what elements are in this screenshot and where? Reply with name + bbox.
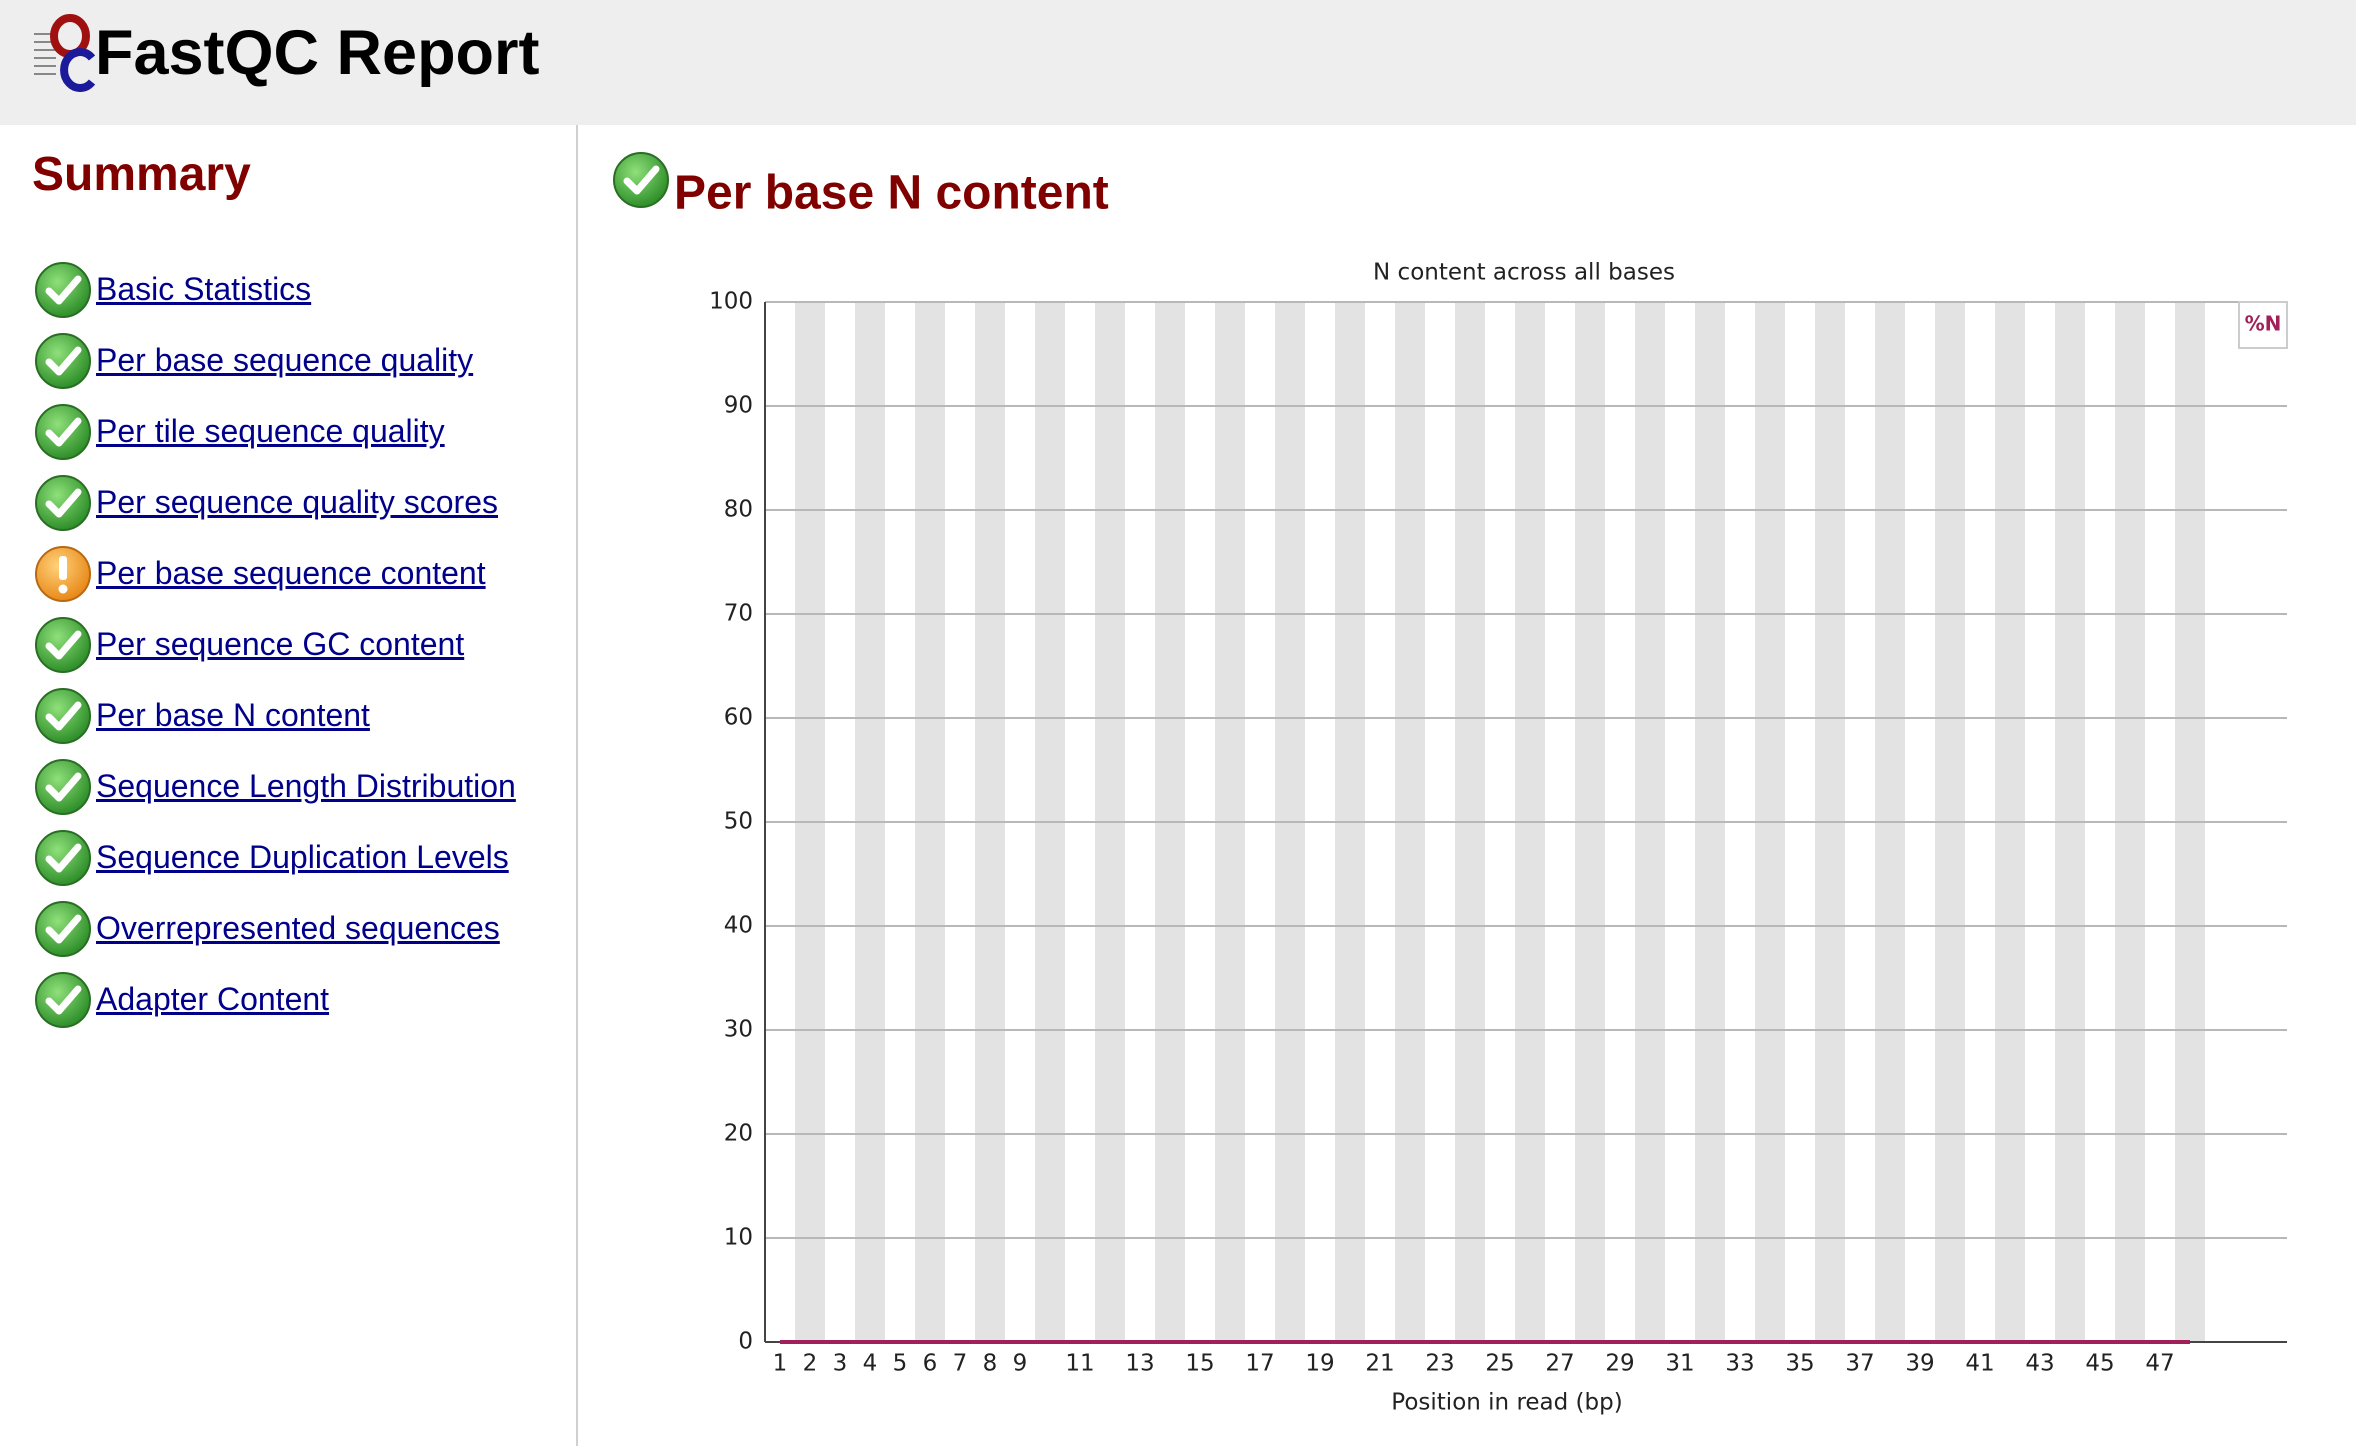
x-tick-label: 33 <box>1725 1351 1754 1377</box>
module-link[interactable]: Per base sequence quality <box>96 342 474 378</box>
summary-item: Adapter Content <box>34 964 516 1035</box>
report-title: FastQC Report <box>95 18 540 88</box>
x-tick-label: 21 <box>1365 1351 1394 1377</box>
y-tick-label: 30 <box>724 1017 753 1043</box>
logo <box>34 14 96 92</box>
y-tick-label: 70 <box>724 601 753 627</box>
header: FastQC Report <box>0 0 2356 125</box>
x-tick-label: 47 <box>2145 1351 2174 1377</box>
module-link[interactable]: Per base N content <box>96 697 370 733</box>
summary-item: Sequence Length Distribution <box>34 751 516 822</box>
x-tick-label: 43 <box>2025 1351 2054 1377</box>
x-tick-label: 31 <box>1665 1351 1694 1377</box>
y-tick-label: 40 <box>724 913 753 939</box>
x-tick-label: 5 <box>893 1351 908 1377</box>
module-link[interactable]: Adapter Content <box>96 981 330 1017</box>
summary-panel: Summary Basic Statistics Per base sequen… <box>0 125 578 1446</box>
x-tick-label: 39 <box>1905 1351 1934 1377</box>
summary-item: Sequence Duplication Levels <box>34 822 516 893</box>
y-tick-label: 100 <box>709 289 753 315</box>
x-tick-label: 9 <box>1013 1351 1028 1377</box>
section-title: Per base N content <box>674 167 1109 220</box>
summary-item: Per sequence quality scores <box>34 467 516 538</box>
y-tick-label: 60 <box>724 705 753 731</box>
x-tick-label: 27 <box>1545 1351 1574 1377</box>
y-tick-label: 50 <box>724 809 753 835</box>
summary-item: Per tile sequence quality <box>34 396 516 467</box>
legend-label: %N <box>2245 312 2282 336</box>
summary-item: Overrepresented sequences <box>34 893 516 964</box>
y-tick-label: 90 <box>724 393 753 419</box>
module-link[interactable]: Per sequence GC content <box>96 626 465 662</box>
x-tick-label: 19 <box>1305 1351 1334 1377</box>
module-link[interactable]: Overrepresented sequences <box>96 910 500 946</box>
x-axis-label: Position in read (bp) <box>1391 1390 1622 1416</box>
summary-list: Basic Statistics Per base sequence quali… <box>34 254 516 1035</box>
pass-icon <box>614 153 668 207</box>
module-link[interactable]: Basic Statistics <box>96 271 312 307</box>
summary-item: Per sequence GC content <box>34 609 516 680</box>
x-tick-label: 25 <box>1485 1351 1514 1377</box>
x-tick-label: 41 <box>1965 1351 1994 1377</box>
module-link[interactable]: Sequence Length Distribution <box>96 768 516 804</box>
summary-title: Summary <box>32 148 251 201</box>
x-tick-label: 11 <box>1065 1351 1094 1377</box>
module-link[interactable]: Per tile sequence quality <box>96 413 445 449</box>
summary-item: Per base N content <box>34 680 516 751</box>
x-tick-label: 3 <box>833 1351 848 1377</box>
y-tick-label: 10 <box>724 1225 753 1251</box>
x-tick-label: 7 <box>953 1351 968 1377</box>
module-link[interactable]: Sequence Duplication Levels <box>96 839 509 875</box>
summary-item: Per base sequence quality <box>34 325 516 396</box>
x-tick-label: 37 <box>1845 1351 1874 1377</box>
summary-item: Per base sequence content <box>34 538 516 609</box>
module-link[interactable]: Per sequence quality scores <box>96 484 498 520</box>
x-tick-label: 17 <box>1245 1351 1274 1377</box>
x-tick-label: 23 <box>1425 1351 1454 1377</box>
y-tick-label: 20 <box>724 1121 753 1147</box>
x-tick-label: 2 <box>803 1351 818 1377</box>
chart-title: N content across all bases <box>1373 260 1675 286</box>
x-tick-label: 6 <box>923 1351 938 1377</box>
legend-box <box>2238 301 2288 349</box>
x-tick-label: 4 <box>863 1351 878 1377</box>
x-tick-label: 8 <box>983 1351 998 1377</box>
module-link[interactable]: Per base sequence content <box>96 555 486 591</box>
y-tick-label: 0 <box>738 1329 753 1355</box>
x-tick-label: 29 <box>1605 1351 1634 1377</box>
x-tick-label: 1 <box>773 1351 788 1377</box>
x-tick-label: 45 <box>2085 1351 2114 1377</box>
y-tick-label: 80 <box>724 497 753 523</box>
x-tick-label: 35 <box>1785 1351 1814 1377</box>
summary-item: Basic Statistics <box>34 254 516 325</box>
x-tick-label: 13 <box>1125 1351 1154 1377</box>
x-tick-label: 15 <box>1185 1351 1214 1377</box>
